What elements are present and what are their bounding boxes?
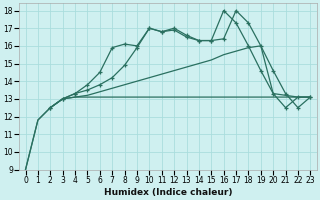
X-axis label: Humidex (Indice chaleur): Humidex (Indice chaleur) [104, 188, 232, 197]
